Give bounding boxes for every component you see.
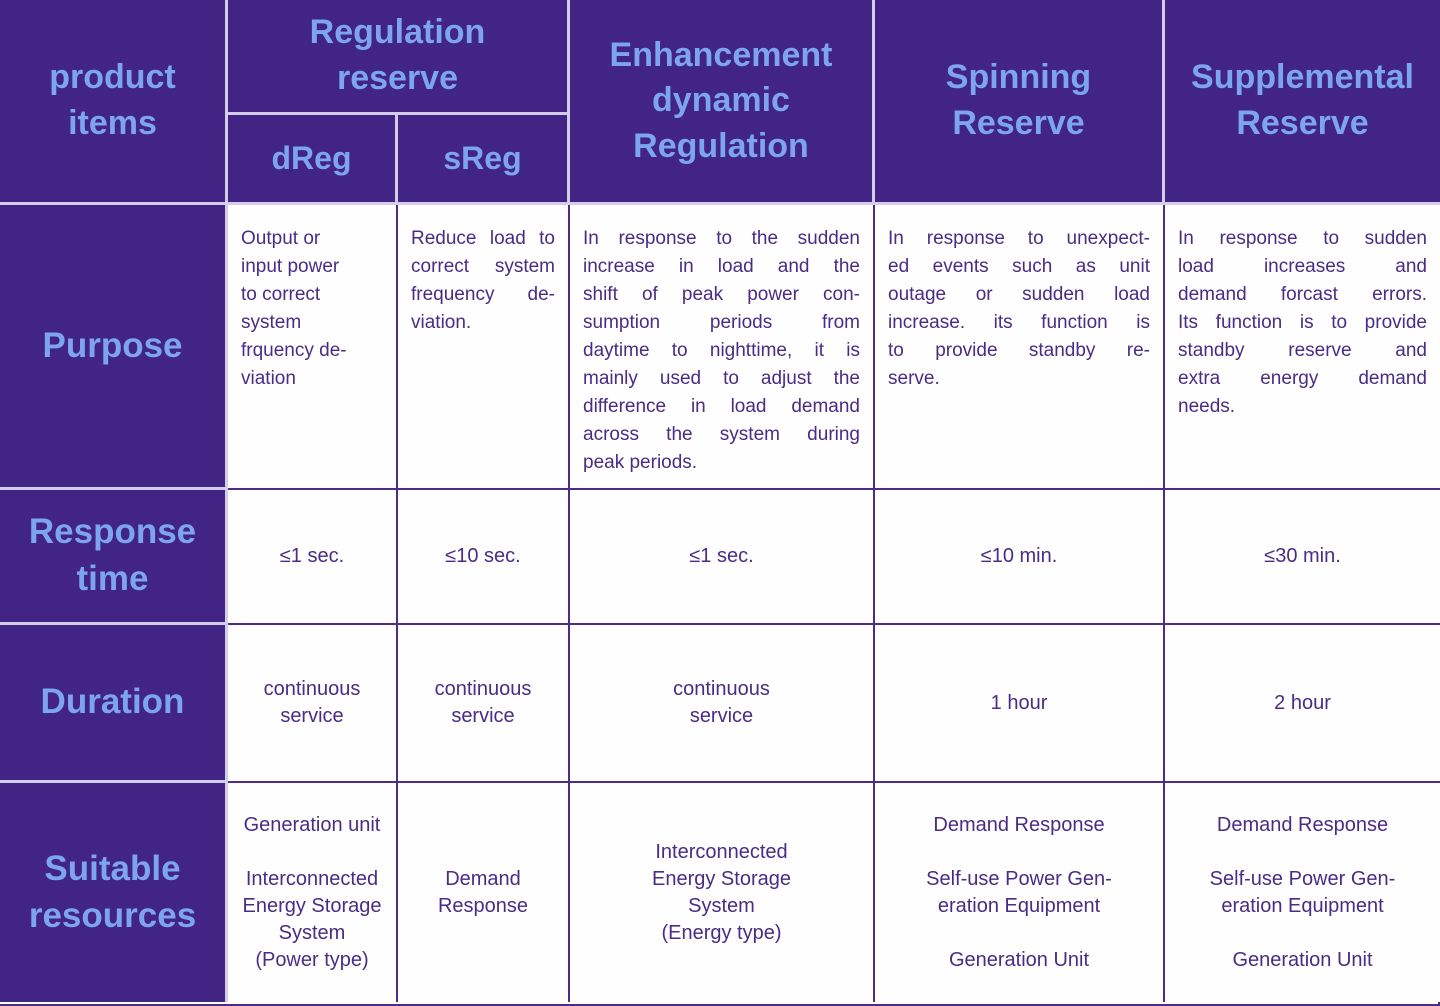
- cell-duration-dreg-value: continuous service: [263, 678, 361, 727]
- cell-resources-spinning: Demand Response Self-use Power Gen-eratio…: [875, 783, 1165, 1002]
- cell-response-sreg-value: ≤10 sec.: [445, 545, 521, 567]
- cell-duration-spinning: 1 hour: [875, 625, 1165, 783]
- cell-resources-sreg-text: Demand Response: [437, 867, 529, 917]
- header-supplemental-reserve: Supplemental Reserve: [1165, 0, 1440, 205]
- cell-duration-supplemental-value: 2 hour: [1274, 691, 1331, 714]
- header-regulation-reserve: Regulation reserve: [228, 0, 570, 115]
- cell-resources-spinning-text: Demand Response Self-use Power Gen-eratio…: [926, 813, 1112, 971]
- cell-response-spinning: ≤10 min.: [875, 490, 1165, 625]
- cell-response-dreg: ≤1 sec.: [228, 490, 398, 625]
- cell-purpose-sreg-text: Reduce load to correct system frequency de…: [411, 228, 555, 333]
- row-label-duration: Duration: [0, 625, 228, 783]
- cell-response-dreg-value: ≤1 sec.: [279, 545, 345, 567]
- cell-duration-spinning-value: 1 hour: [990, 691, 1048, 714]
- header-sreg: sReg: [398, 115, 570, 205]
- cell-response-enhancement-value: ≤1 sec.: [689, 545, 754, 567]
- cell-duration-sreg-value: continuous service: [434, 678, 532, 727]
- cell-resources-supplemental: Demand Response Self-use Power Gen-eratio…: [1165, 783, 1440, 1002]
- header-dreg: dReg: [228, 115, 398, 205]
- cell-response-supplemental-value: ≤30 min.: [1264, 545, 1341, 567]
- header-spinning-label: Spinning Reserve: [945, 58, 1092, 142]
- cell-duration-supplemental: 2 hour: [1165, 625, 1440, 783]
- header-product-items-label: product items: [49, 58, 176, 142]
- cell-resources-enhancement-text: Interconnected Energy Storage System (Energ…: [652, 840, 791, 944]
- row-label-purpose: Purpose: [0, 205, 228, 490]
- cell-purpose-enhancement-text: In response to the sudden increase in loa…: [583, 228, 860, 473]
- cell-resources-supplemental-text: Demand Response Self-use Power Gen-eratio…: [1209, 813, 1396, 971]
- row-label-response-time: Response time: [0, 490, 228, 625]
- cell-resources-sreg: Demand Response: [398, 783, 570, 1002]
- header-dreg-label: dReg: [271, 140, 352, 177]
- cell-resources-dreg-text: Generation unit Interconnected Energy Stor…: [242, 813, 382, 971]
- cell-duration-enhancement-value: continuous service: [673, 678, 770, 727]
- header-sreg-label: sReg: [443, 140, 522, 177]
- cell-response-spinning-value: ≤10 min.: [980, 545, 1058, 567]
- cell-purpose-spinning: In response to unexpect-ed events such a…: [875, 205, 1165, 490]
- cell-duration-enhancement: continuous service: [570, 625, 875, 783]
- cell-purpose-dreg-text: Output or input power to correct system frqu…: [241, 228, 347, 389]
- cell-resources-dreg: Generation unit Interconnected Energy Stor…: [228, 783, 398, 1002]
- cell-duration-dreg: continuous service: [228, 625, 398, 783]
- header-regulation-reserve-label: Regulation reserve: [309, 13, 486, 97]
- cell-purpose-supplemental: In response to sudden load increases and d…: [1165, 205, 1440, 490]
- cell-purpose-enhancement: In response to the sudden increase in loa…: [570, 205, 875, 490]
- header-supplemental-label: Supplemental Reserve: [1191, 58, 1414, 142]
- row-label-response-time-text: Response time: [28, 512, 197, 598]
- header-product-items: product items: [0, 0, 228, 205]
- cell-purpose-spinning-text: In response to unexpect-ed events such a…: [888, 228, 1150, 389]
- cell-purpose-supplemental-text: In response to sudden load increases and d…: [1178, 228, 1427, 417]
- header-spinning-reserve: Spinning Reserve: [875, 0, 1165, 205]
- row-label-suitable-resources: Suitable resources: [0, 783, 228, 1002]
- cell-resources-enhancement: Interconnected Energy Storage System (Energ…: [570, 783, 875, 1002]
- row-label-suitable-resources-text: Suitable resources: [28, 848, 197, 935]
- header-enhancement-label: Enhancement dynamic Regulation: [609, 35, 833, 165]
- cell-response-enhancement: ≤1 sec.: [570, 490, 875, 625]
- row-label-purpose-text: Purpose: [42, 325, 183, 365]
- row-label-duration-text: Duration: [40, 682, 185, 722]
- cell-duration-sreg: continuous service: [398, 625, 570, 783]
- cell-response-supplemental: ≤30 min.: [1165, 490, 1440, 625]
- cell-purpose-dreg: Output or input power to correct system frqu…: [228, 205, 398, 490]
- cell-response-sreg: ≤10 sec.: [398, 490, 570, 625]
- header-enhancement-dynamic-regulation: Enhancement dynamic Regulation: [570, 0, 875, 205]
- cell-purpose-sreg: Reduce load to correct system frequency de…: [398, 205, 570, 490]
